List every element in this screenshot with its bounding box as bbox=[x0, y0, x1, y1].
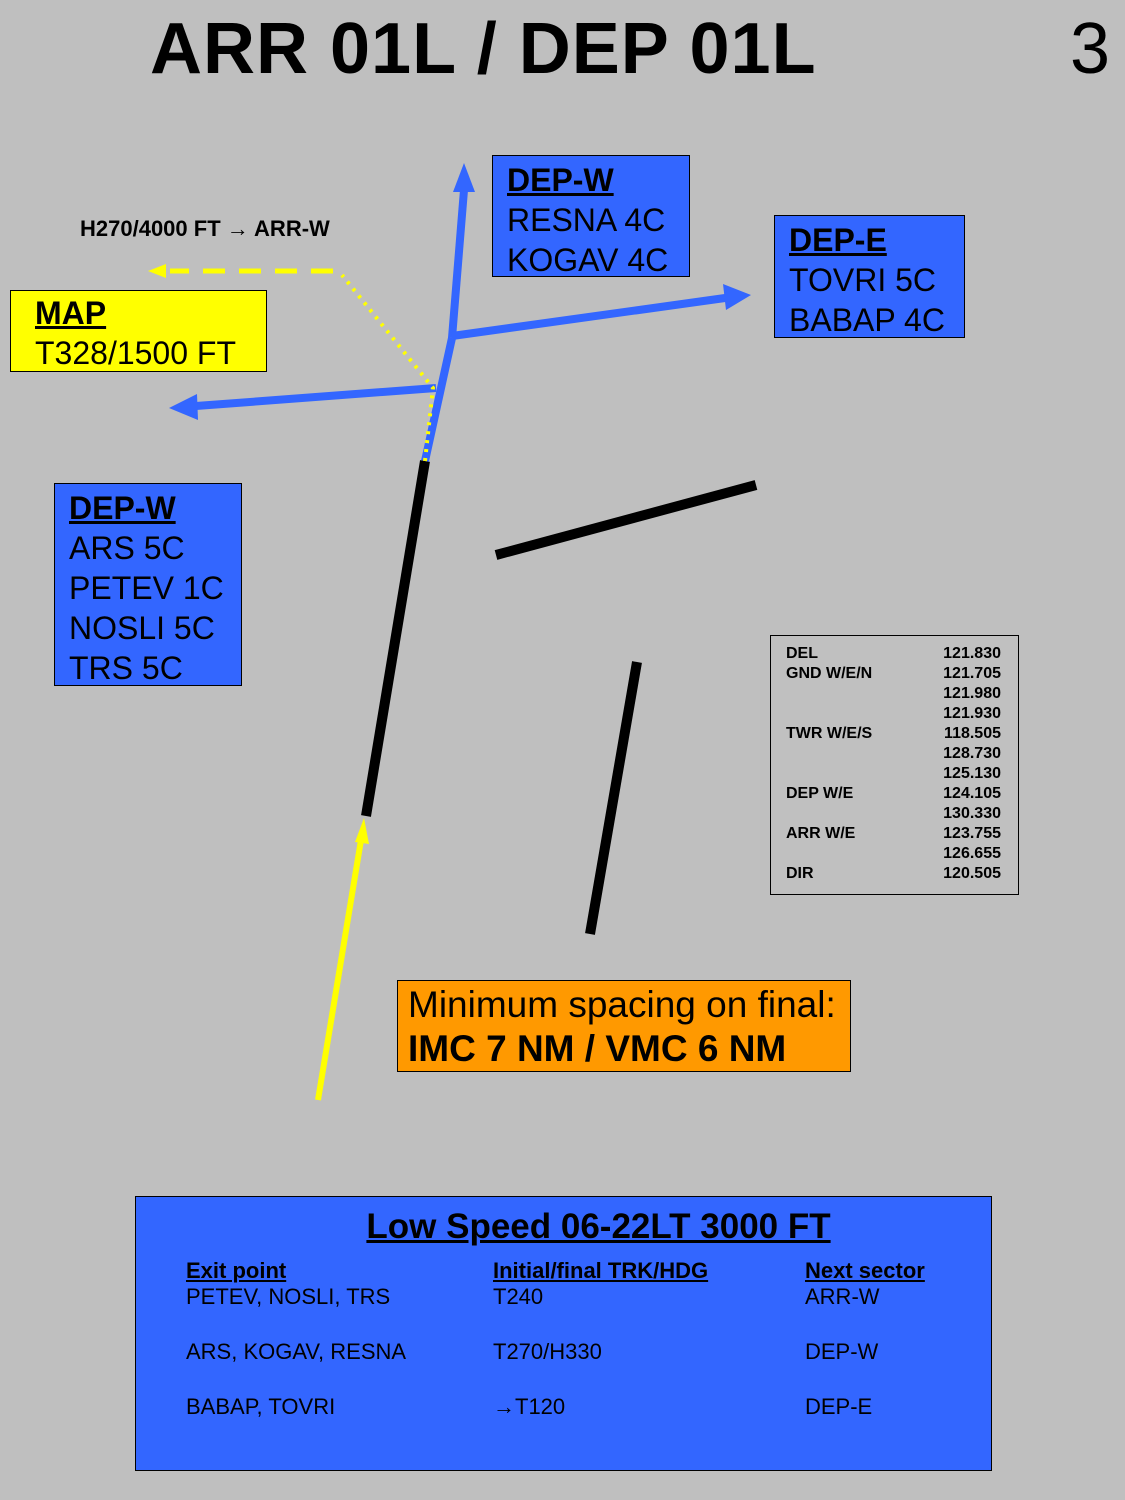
frequency-value: 126.655 bbox=[943, 845, 1001, 862]
frequency-row: DEL 121.830 bbox=[786, 644, 1003, 664]
frequency-label: DEL bbox=[786, 645, 818, 662]
frequency-label: TWR W/E/S bbox=[786, 725, 873, 742]
frequency-row: 125.130 bbox=[786, 764, 1003, 784]
frequency-label: DEP W/E bbox=[786, 785, 854, 802]
track-cell: T240 bbox=[493, 1284, 544, 1309]
dep-w-west-route: PETEV 1C bbox=[69, 570, 224, 606]
track-header: Initial/final TRK/HDG bbox=[493, 1258, 709, 1283]
dep-w-north-route: RESNA 4C bbox=[507, 202, 666, 238]
map-box-instruction: T328/1500 FT bbox=[35, 335, 236, 371]
frequency-row: 121.930 bbox=[786, 704, 1003, 724]
low-speed-box: Low Speed 06-22LT 3000 FT Exit point PET… bbox=[135, 1196, 992, 1471]
departure-north-arrowhead bbox=[453, 163, 475, 192]
exit-point-cell: BABAP, TOVRI bbox=[186, 1394, 336, 1419]
frequency-value: 121.930 bbox=[943, 705, 1001, 722]
runway-01l bbox=[361, 460, 430, 817]
frequency-row: GND W/E/N 121.705 bbox=[786, 664, 1003, 684]
frequency-row: 126.655 bbox=[786, 844, 1003, 864]
track-cell: T270/H330 bbox=[493, 1339, 602, 1364]
frequency-value: 128.730 bbox=[943, 745, 1001, 762]
frequency-row: 121.980 bbox=[786, 684, 1003, 704]
frequency-value: 121.980 bbox=[943, 685, 1001, 702]
frequency-label bbox=[786, 744, 936, 764]
exit-point-cell: ARS, KOGAV, RESNA bbox=[186, 1339, 407, 1364]
dep-e-route: BABAP 4C bbox=[789, 302, 945, 338]
exit-point-cell: PETEV, NOSLI, TRS bbox=[186, 1284, 391, 1309]
frequency-value: 120.505 bbox=[943, 865, 1001, 882]
runway-06-24 bbox=[494, 480, 758, 560]
next-sector-column: Next sector ARR-W DEP-W DEP-E bbox=[805, 1258, 925, 1449]
frequency-table: DEL 121.830 GND W/E/N 121.705 121.980 121.… bbox=[770, 635, 1019, 895]
exit-point-header: Exit point bbox=[186, 1258, 287, 1283]
next-sector-header: Next sector bbox=[805, 1258, 925, 1283]
missed-approach-arrowhead bbox=[148, 264, 166, 278]
hold-label: H270/4000 FT → ARR-W bbox=[80, 216, 330, 241]
frequency-value: 124.105 bbox=[943, 785, 1001, 802]
dep-w-north-box: DEP-W RESNA 4C KOGAV 4C bbox=[492, 155, 690, 278]
departure-route-east bbox=[451, 294, 726, 340]
spacing-title: Minimum spacing on final: bbox=[408, 984, 836, 1025]
frequency-label bbox=[786, 804, 936, 824]
frequency-row: 128.730 bbox=[786, 744, 1003, 764]
dep-w-west-box: DEP-W ARS 5C PETEV 1C NOSLI 5C TRS 5C bbox=[54, 483, 242, 686]
frequency-row: 130.330 bbox=[786, 804, 1003, 824]
page-number: 3 bbox=[1070, 9, 1111, 89]
frequency-row: ARR W/E 123.755 bbox=[786, 824, 1003, 844]
spacing-values: IMC 7 NM / VMC 6 NM bbox=[408, 1028, 787, 1069]
dep-e-box: DEP-E TOVRI 5C BABAP 4C bbox=[774, 215, 965, 338]
next-sector-cell: DEP-W bbox=[805, 1339, 879, 1364]
final-approach-arrowhead bbox=[355, 818, 369, 844]
page-title: ARR 01L / DEP 01L bbox=[150, 9, 817, 89]
frequency-label: DIR bbox=[786, 865, 814, 882]
map-box-header: MAP bbox=[35, 295, 107, 331]
departure-route-west bbox=[195, 384, 437, 410]
dep-w-north-route: KOGAV 4C bbox=[507, 242, 669, 278]
next-sector-cell: DEP-E bbox=[805, 1394, 873, 1419]
frequency-value: 130.330 bbox=[943, 805, 1001, 822]
low-speed-title: Low Speed 06-22LT 3000 FT bbox=[366, 1207, 831, 1246]
track-cell: →T120 bbox=[493, 1394, 566, 1419]
dep-w-west-route: ARS 5C bbox=[69, 530, 185, 566]
frequency-value: 125.130 bbox=[943, 765, 1001, 782]
frequency-row: DEP W/E 124.105 bbox=[786, 784, 1003, 804]
final-approach-path bbox=[315, 839, 364, 1101]
dep-e-header: DEP-E bbox=[789, 222, 887, 258]
departure-route-north bbox=[448, 189, 468, 339]
departure-climb-segment bbox=[421, 337, 456, 462]
frequency-label: GND W/E/N bbox=[786, 665, 873, 682]
frequency-value: 121.830 bbox=[943, 645, 1001, 662]
spacing-box: Minimum spacing on final: IMC 7 NM / VMC… bbox=[397, 980, 851, 1072]
next-sector-cell: ARR-W bbox=[805, 1284, 880, 1309]
frequency-label bbox=[786, 704, 936, 724]
track-column: Initial/final TRK/HDG T240 T270/H330 →T1… bbox=[493, 1258, 708, 1449]
dep-e-route: TOVRI 5C bbox=[789, 262, 936, 298]
frequency-label bbox=[786, 684, 936, 704]
frequency-row: TWR W/E/S 118.505 bbox=[786, 724, 1003, 744]
map-box: MAP T328/1500 FT bbox=[10, 290, 267, 372]
frequency-label: ARR W/E bbox=[786, 825, 856, 842]
dep-w-north-header: DEP-W bbox=[507, 162, 614, 198]
frequency-row: DIR 120.505 bbox=[786, 864, 1003, 884]
frequency-value: 123.755 bbox=[943, 825, 1001, 842]
frequency-value: 118.505 bbox=[944, 725, 1001, 742]
dep-w-west-header: DEP-W bbox=[69, 490, 176, 526]
departure-east-arrowhead bbox=[723, 284, 751, 310]
runway-01r bbox=[585, 661, 642, 935]
missed-approach-path bbox=[340, 273, 436, 462]
departure-west-arrowhead bbox=[169, 394, 198, 420]
exit-point-column: Exit point PETEV, NOSLI, TRS ARS, KOGAV,… bbox=[186, 1258, 406, 1449]
frequency-label bbox=[786, 764, 936, 784]
frequency-label bbox=[786, 844, 936, 864]
dep-w-west-route: TRS 5C bbox=[69, 650, 183, 686]
dep-w-west-route: NOSLI 5C bbox=[69, 610, 215, 646]
frequency-value: 121.705 bbox=[943, 665, 1001, 682]
